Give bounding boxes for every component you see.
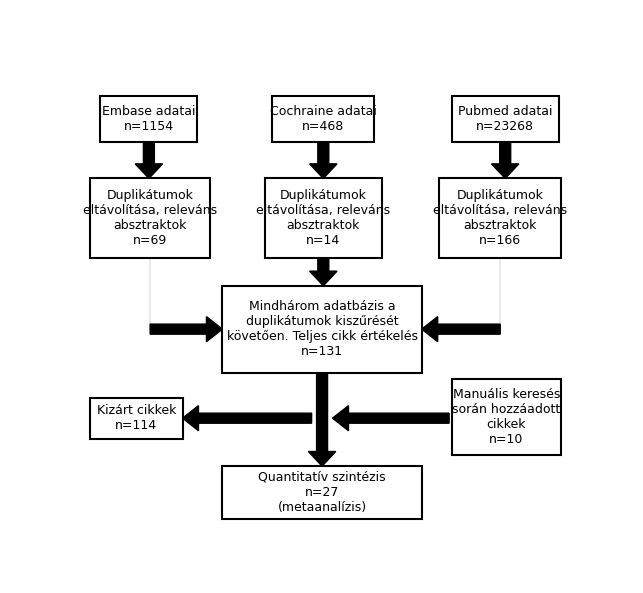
FancyBboxPatch shape xyxy=(222,466,422,519)
FancyArrow shape xyxy=(309,372,336,466)
Text: Embase adatai
n=1154: Embase adatai n=1154 xyxy=(102,105,195,133)
Text: Kizárt cikkek
n=114: Kizárt cikkek n=114 xyxy=(96,404,176,432)
FancyBboxPatch shape xyxy=(272,96,374,142)
Text: Duplikátumok
eltávolítása, releváns
absztraktok
n=14: Duplikátumok eltávolítása, releváns absz… xyxy=(257,189,390,247)
FancyArrow shape xyxy=(332,406,449,431)
FancyArrow shape xyxy=(135,142,163,178)
FancyArrow shape xyxy=(183,406,312,431)
FancyBboxPatch shape xyxy=(90,398,183,439)
Text: Manuális keresés
során hozzáadott
cikkek
n=10: Manuális keresés során hozzáadott cikkek… xyxy=(452,388,561,446)
FancyBboxPatch shape xyxy=(265,178,382,259)
FancyBboxPatch shape xyxy=(439,178,561,259)
FancyArrow shape xyxy=(422,317,500,342)
Text: Duplikátumok
eltávolítása, releváns
absztraktok
n=166: Duplikátumok eltávolítása, releváns absz… xyxy=(433,189,567,247)
FancyBboxPatch shape xyxy=(451,96,559,142)
FancyBboxPatch shape xyxy=(222,286,422,372)
FancyArrow shape xyxy=(310,259,337,286)
FancyBboxPatch shape xyxy=(451,380,561,455)
Text: Pubmed adatai
n=23268: Pubmed adatai n=23268 xyxy=(458,105,552,133)
Text: Duplikátumok
eltávolítása, releváns
absztraktok
n=69: Duplikátumok eltávolítása, releváns absz… xyxy=(83,189,217,247)
FancyArrow shape xyxy=(150,317,222,342)
FancyArrow shape xyxy=(310,142,337,178)
Text: Cochraine adatai
n=468: Cochraine adatai n=468 xyxy=(270,105,377,133)
Text: Quantitatív szintézis
n=27
(metaanalízis): Quantitatív szintézis n=27 (metaanalízis… xyxy=(258,471,386,514)
FancyBboxPatch shape xyxy=(90,178,210,259)
FancyArrow shape xyxy=(491,142,519,178)
Text: Mindhárom adatbázis a
duplikátumok kiszűrését
követően. Teljes cikk értékelés
n=: Mindhárom adatbázis a duplikátumok kiszű… xyxy=(226,300,417,358)
FancyBboxPatch shape xyxy=(100,96,197,142)
